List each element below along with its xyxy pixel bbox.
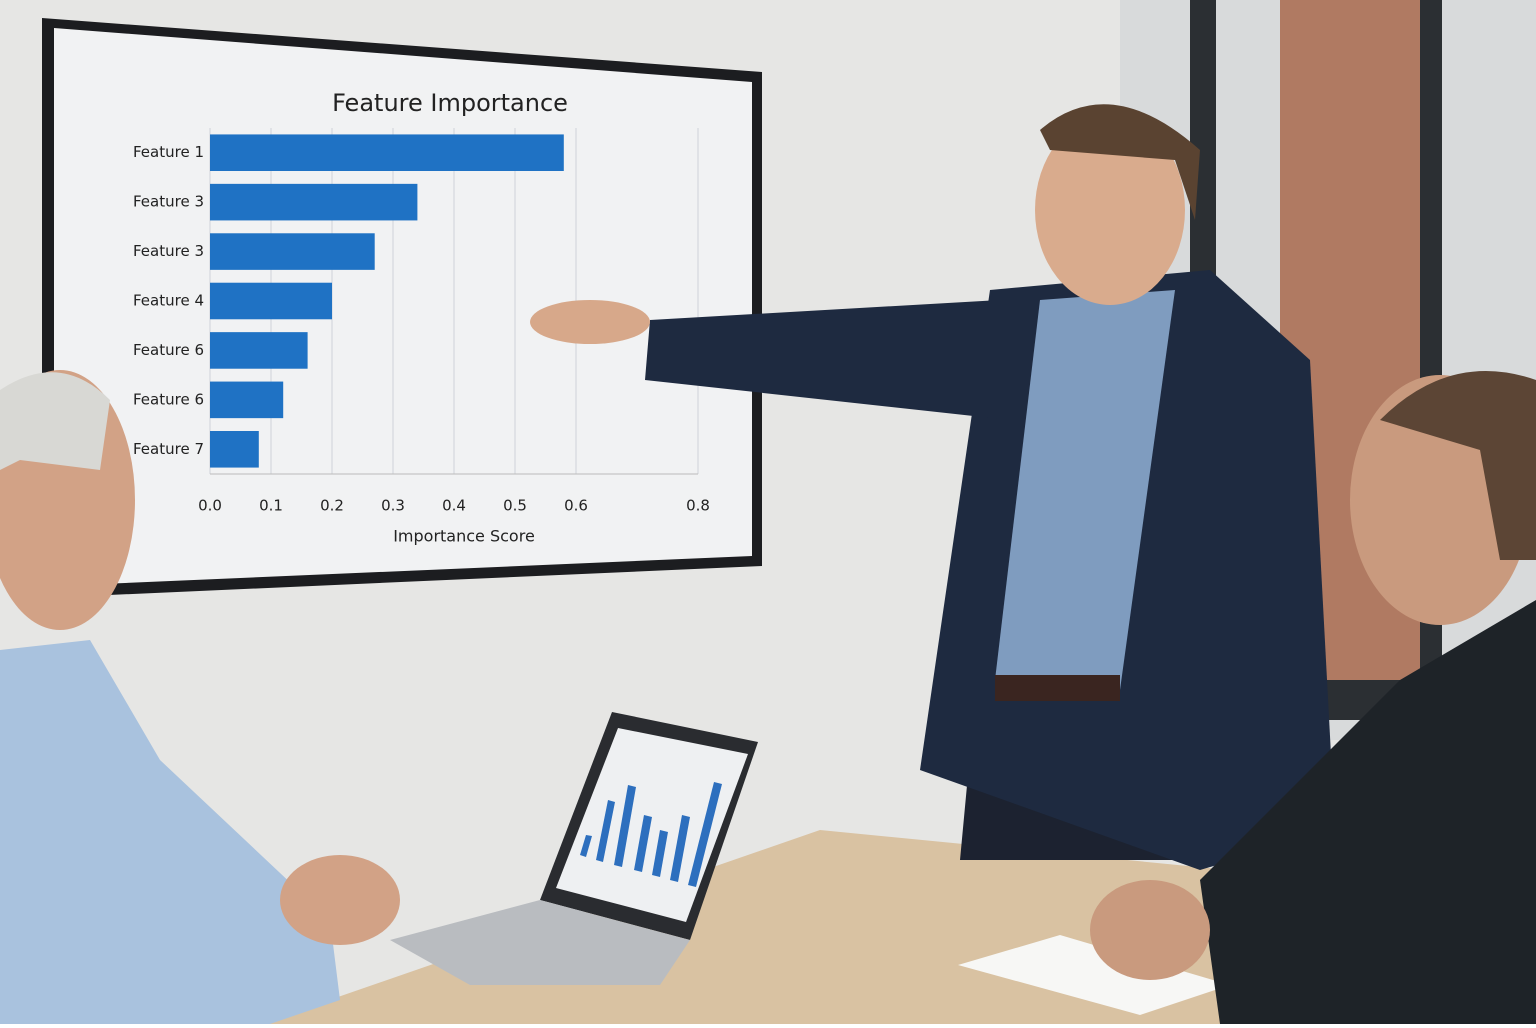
x-axis-label: Importance Score	[393, 527, 535, 546]
laptop-base	[390, 900, 690, 985]
chart-title: Feature Importance	[332, 89, 568, 117]
x-tick-label: 0.6	[564, 497, 588, 515]
x-tick-label: 0.0	[198, 497, 222, 515]
bar	[210, 332, 308, 369]
bar	[210, 134, 564, 172]
bar	[210, 381, 284, 419]
paper	[958, 935, 1230, 1015]
x-tick-label: 0.8	[686, 497, 710, 515]
x-tick-label: 0.5	[503, 497, 527, 515]
laptop-chart	[580, 782, 722, 887]
y-tick-label: Feature 6	[133, 390, 204, 408]
y-tick-label: Feature 3	[133, 242, 204, 260]
chart: Feature Importance Importance Score 0.0 0…	[133, 89, 710, 546]
y-tick-label: Feature 1	[133, 143, 204, 161]
y-tick-label: Feature 3	[133, 193, 204, 211]
x-tick-label: 0.3	[381, 497, 405, 515]
laptop-screen	[556, 728, 748, 922]
y-tick-label: Feature 4	[133, 292, 204, 310]
presenter	[530, 104, 1335, 870]
bar	[210, 282, 332, 320]
bar	[210, 233, 375, 270]
left-person	[0, 370, 400, 1024]
x-tick-label: 0.4	[442, 497, 466, 515]
right-person	[1090, 371, 1536, 1024]
bar	[210, 183, 418, 221]
x-tick-label: 0.1	[259, 497, 283, 515]
y-tick-label: Feature 6	[133, 341, 204, 359]
y-tick-label: Feature 7	[133, 440, 204, 458]
bar	[210, 430, 259, 468]
x-tick-label: 0.2	[320, 497, 344, 515]
